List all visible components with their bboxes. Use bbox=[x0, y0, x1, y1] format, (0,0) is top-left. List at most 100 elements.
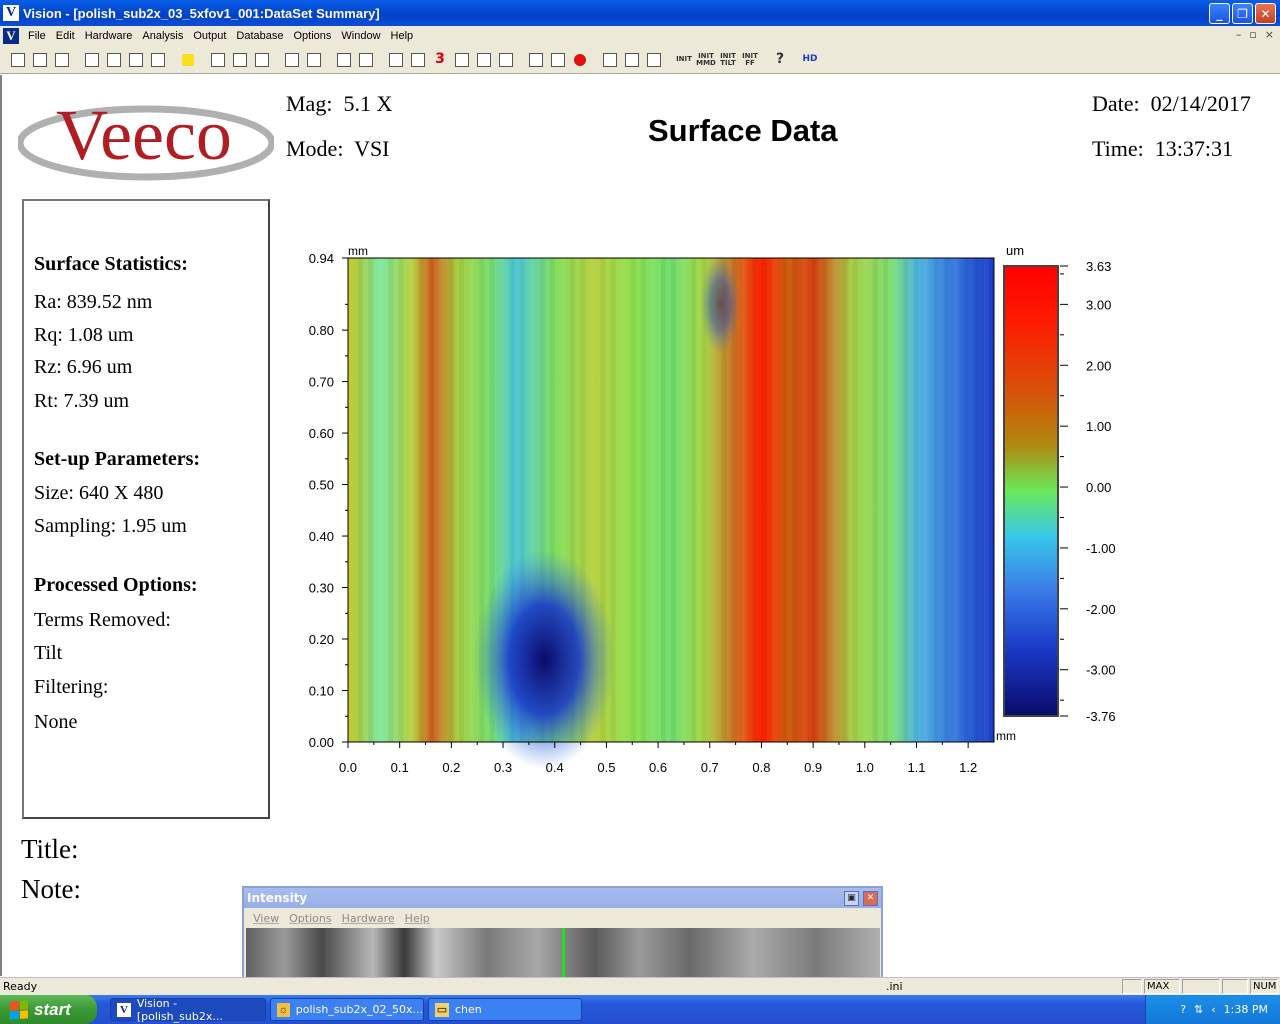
colorbar-tick-label: -3.76 bbox=[1086, 709, 1116, 724]
pointer-icon[interactable] bbox=[622, 50, 642, 70]
mode-line: Mode: VSI bbox=[286, 136, 390, 162]
intensity-menu-view[interactable]: View bbox=[253, 911, 280, 925]
heatmap-streak bbox=[832, 258, 838, 742]
table2-icon[interactable] bbox=[304, 50, 324, 70]
sun-icon[interactable] bbox=[178, 50, 198, 70]
contour-icon[interactable] bbox=[386, 50, 406, 70]
heatmap-surface[interactable] bbox=[348, 258, 994, 742]
hd-icon[interactable]: HD bbox=[802, 54, 818, 64]
frame-icon[interactable] bbox=[526, 50, 546, 70]
restore-icon[interactable]: ❐ bbox=[1232, 3, 1253, 24]
open-icon[interactable] bbox=[30, 50, 50, 70]
intensity-cursor-line[interactable] bbox=[562, 928, 565, 992]
page-icon[interactable] bbox=[148, 50, 168, 70]
dots-icon[interactable] bbox=[252, 50, 272, 70]
menu-help[interactable]: Help bbox=[390, 30, 414, 42]
menu-window[interactable]: Window bbox=[341, 30, 381, 42]
heatmap-streak bbox=[479, 258, 485, 742]
heatmap-streak bbox=[963, 258, 969, 742]
x-tick-label: 0.8 bbox=[752, 760, 770, 775]
heatmap-streak bbox=[570, 258, 576, 742]
heatmap-streak bbox=[691, 258, 697, 742]
menu-edit[interactable]: Edit bbox=[55, 30, 75, 42]
terms-removed-label: Terms Removed: bbox=[34, 609, 171, 631]
record-icon[interactable] bbox=[570, 50, 590, 70]
mag-value: 5.1 X bbox=[343, 91, 393, 116]
pdf-icon[interactable] bbox=[82, 50, 102, 70]
save-icon[interactable] bbox=[52, 50, 72, 70]
menu-database[interactable]: Database bbox=[236, 30, 284, 42]
report-icon[interactable] bbox=[104, 50, 124, 70]
time-label: Time: bbox=[1092, 136, 1144, 161]
colorbar-tick-label: -3.00 bbox=[1086, 663, 1116, 678]
flask-icon[interactable] bbox=[644, 50, 664, 70]
mag-label: Mag: bbox=[286, 91, 333, 116]
menu-bar: V File Edit Hardware Analysis Output Dat… bbox=[0, 26, 1280, 46]
intensity-menu-hardware[interactable]: Hardware bbox=[341, 911, 395, 925]
colorbar-tick-label: 0.00 bbox=[1086, 480, 1111, 495]
heatmap-streak bbox=[903, 258, 909, 742]
intensity-pin-icon[interactable]: ▣ bbox=[844, 890, 859, 906]
heatmap-streak bbox=[620, 258, 626, 742]
cursor-icon[interactable] bbox=[452, 50, 472, 70]
init-ff-icon[interactable]: INIT FF bbox=[742, 51, 758, 67]
x-tick-label: 1.1 bbox=[907, 760, 925, 775]
menu-output[interactable]: Output bbox=[193, 30, 227, 42]
taskbar-button-folder[interactable]: ▭ chen bbox=[428, 998, 582, 1021]
heatmap-streak bbox=[812, 258, 818, 742]
surface-plot-svg: 0.0 0.1 0.2 0.3 0.4 0.5 0.6 0.7 0.8 0.9 1.0 1.1 1.2 0… bbox=[309, 243, 1116, 775]
tray-expand-icon[interactable]: ‹ bbox=[1211, 1003, 1216, 1016]
statistics-panel: Surface Statistics: Ra: 839.52 nm Rq: 1.… bbox=[22, 199, 270, 819]
network-tray-icon[interactable]: ⇅ bbox=[1194, 1003, 1204, 1016]
heatmap-streak bbox=[600, 258, 606, 742]
map-icon[interactable] bbox=[208, 50, 228, 70]
image-app-icon: ☼ bbox=[277, 1002, 290, 1017]
copy-icon[interactable] bbox=[356, 50, 376, 70]
menu-options[interactable]: Options bbox=[293, 30, 332, 42]
close-icon[interactable]: ✕ bbox=[1255, 3, 1276, 24]
ruler-icon[interactable] bbox=[334, 50, 354, 70]
menu-hardware[interactable]: Hardware bbox=[84, 30, 133, 42]
start-button[interactable]: start bbox=[0, 995, 97, 1024]
help-tray-icon[interactable]: ? bbox=[1180, 1003, 1187, 1016]
intensity-title-bar[interactable]: Intensity ▣ ✕ bbox=[244, 888, 881, 908]
document-icon[interactable]: V bbox=[3, 28, 19, 44]
mdi-restore-icon[interactable]: ▫ bbox=[1249, 28, 1257, 41]
date-label: Date: bbox=[1092, 91, 1140, 116]
x-tick-label: 0.0 bbox=[339, 760, 357, 775]
minimize-icon[interactable]: _ bbox=[1209, 3, 1230, 24]
init-icon[interactable]: INIT bbox=[676, 55, 692, 63]
processed-options-heading: Processed Options: bbox=[34, 574, 198, 596]
intensity-menu-help[interactable]: Help bbox=[404, 911, 430, 925]
init-tilt-icon[interactable]: INIT TILT bbox=[720, 51, 736, 67]
clock[interactable]: 1:38 PM bbox=[1223, 1003, 1268, 1016]
help-icon[interactable]: ? bbox=[775, 51, 785, 67]
curve-icon[interactable] bbox=[496, 50, 516, 70]
intensity-close-icon[interactable]: ✕ bbox=[863, 890, 878, 906]
mdi-close-icon[interactable]: × bbox=[1264, 28, 1274, 41]
heatmap-streak bbox=[923, 258, 929, 742]
menu-file[interactable]: File bbox=[28, 30, 46, 42]
mdi-minimize-icon[interactable]: – bbox=[1235, 28, 1242, 41]
3d-icon[interactable]: 3 bbox=[435, 51, 445, 67]
menu-analysis[interactable]: Analysis bbox=[142, 30, 184, 42]
heatmap-streak bbox=[469, 258, 475, 742]
intensity-menu-options[interactable]: Options bbox=[289, 911, 332, 925]
table-icon[interactable] bbox=[282, 50, 302, 70]
heatmap-streak bbox=[802, 258, 808, 742]
heatmap-streak bbox=[368, 258, 374, 742]
y-tick-label: 0.30 bbox=[309, 581, 334, 596]
histogram-icon[interactable] bbox=[474, 50, 494, 70]
tilt-icon[interactable] bbox=[548, 50, 568, 70]
status-pane-3 bbox=[1182, 979, 1220, 994]
print-icon[interactable] bbox=[126, 50, 146, 70]
taskbar-button-image[interactable]: ☼ polish_sub2x_02_50x... bbox=[270, 998, 424, 1021]
profile-icon[interactable] bbox=[408, 50, 428, 70]
new-icon[interactable] bbox=[8, 50, 28, 70]
init-mmd-icon[interactable]: INIT MMD bbox=[696, 51, 716, 67]
list-icon[interactable] bbox=[230, 50, 250, 70]
y-tick-label: 0.20 bbox=[309, 632, 334, 647]
taskbar-button-vision[interactable]: V Vision - [polish_sub2x... bbox=[110, 997, 266, 1023]
vision-app-icon: V bbox=[117, 1002, 131, 1017]
align-icon[interactable] bbox=[600, 50, 620, 70]
